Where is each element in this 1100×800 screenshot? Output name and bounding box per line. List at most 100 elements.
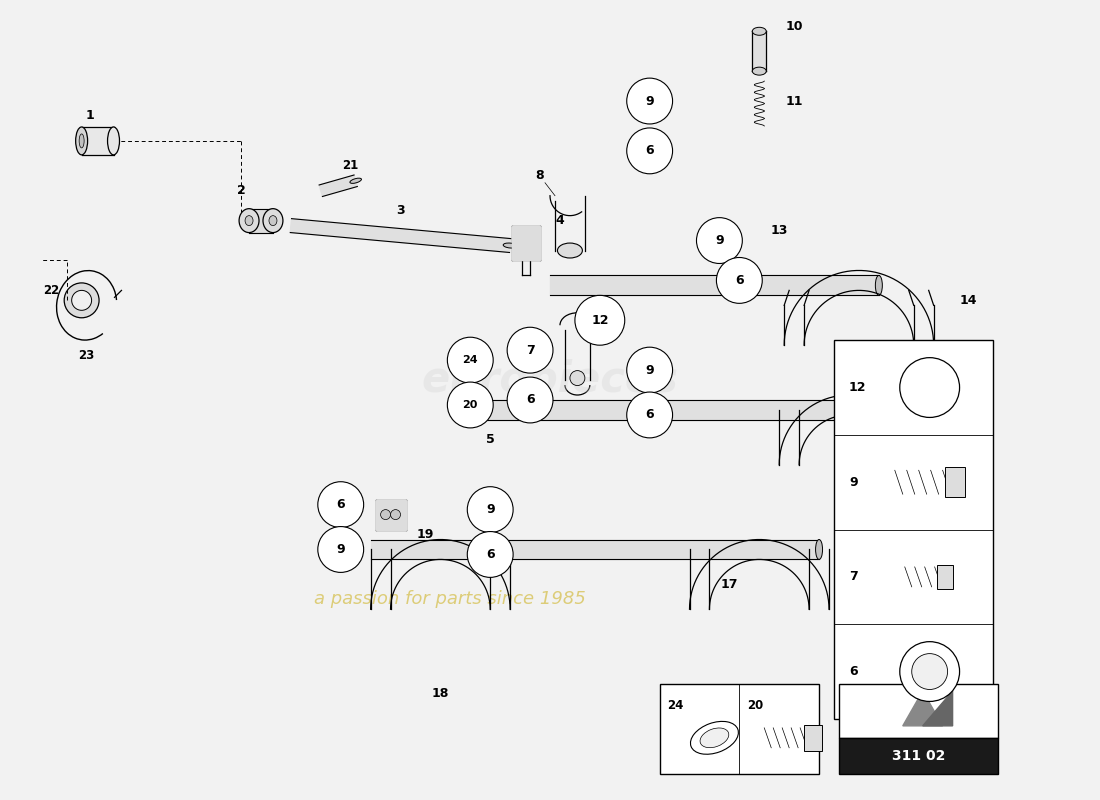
Text: 17: 17 bbox=[720, 578, 738, 591]
Text: europieces: europieces bbox=[421, 359, 679, 401]
Text: 9: 9 bbox=[715, 234, 724, 247]
Polygon shape bbox=[81, 127, 113, 155]
Circle shape bbox=[627, 78, 672, 124]
Ellipse shape bbox=[64, 283, 99, 318]
Text: 9: 9 bbox=[486, 503, 495, 516]
Text: 16: 16 bbox=[711, 687, 728, 701]
Polygon shape bbox=[513, 226, 540, 261]
Circle shape bbox=[448, 382, 493, 428]
Polygon shape bbox=[290, 218, 510, 253]
Polygon shape bbox=[903, 691, 943, 726]
Ellipse shape bbox=[815, 539, 823, 559]
Ellipse shape bbox=[876, 400, 882, 420]
Polygon shape bbox=[375, 500, 406, 530]
Circle shape bbox=[900, 358, 959, 418]
Ellipse shape bbox=[503, 243, 517, 248]
Circle shape bbox=[912, 654, 947, 690]
Text: 9: 9 bbox=[646, 94, 654, 107]
Text: a passion for parts since 1985: a passion for parts since 1985 bbox=[315, 590, 586, 608]
Text: 9: 9 bbox=[337, 543, 345, 556]
Circle shape bbox=[627, 392, 672, 438]
Text: 24: 24 bbox=[462, 355, 478, 365]
Polygon shape bbox=[471, 400, 879, 420]
Bar bbox=[839, 738, 999, 774]
Bar bbox=[834, 340, 993, 719]
Bar bbox=[660, 684, 820, 774]
Text: 20: 20 bbox=[747, 699, 763, 712]
Circle shape bbox=[448, 338, 493, 383]
Text: 21: 21 bbox=[342, 159, 359, 172]
Text: 14: 14 bbox=[960, 294, 977, 307]
Text: 24: 24 bbox=[668, 699, 684, 712]
Text: 9: 9 bbox=[849, 476, 858, 489]
Text: 6: 6 bbox=[646, 144, 654, 158]
Bar bbox=[937, 565, 953, 589]
Ellipse shape bbox=[570, 370, 585, 386]
Text: 15: 15 bbox=[960, 423, 977, 436]
Circle shape bbox=[900, 642, 959, 702]
Ellipse shape bbox=[270, 216, 277, 226]
Circle shape bbox=[716, 258, 762, 303]
Text: 1: 1 bbox=[85, 110, 94, 122]
Bar bbox=[839, 684, 999, 738]
Ellipse shape bbox=[79, 134, 84, 148]
Circle shape bbox=[627, 128, 672, 174]
Text: 9: 9 bbox=[646, 364, 654, 377]
Text: 13: 13 bbox=[770, 224, 788, 237]
Text: 3: 3 bbox=[396, 204, 405, 217]
Circle shape bbox=[468, 486, 513, 533]
Circle shape bbox=[507, 327, 553, 373]
Text: 6: 6 bbox=[337, 498, 345, 511]
Ellipse shape bbox=[239, 209, 258, 233]
Ellipse shape bbox=[876, 275, 882, 295]
Text: 7: 7 bbox=[526, 344, 535, 357]
Ellipse shape bbox=[381, 510, 390, 519]
Text: 23: 23 bbox=[78, 349, 95, 362]
Circle shape bbox=[468, 531, 513, 578]
Text: 19: 19 bbox=[417, 528, 434, 541]
Circle shape bbox=[627, 347, 672, 393]
Bar bbox=[804, 725, 822, 750]
Circle shape bbox=[318, 526, 364, 572]
Text: 12: 12 bbox=[591, 314, 608, 326]
Ellipse shape bbox=[691, 722, 738, 754]
Text: 20: 20 bbox=[463, 400, 478, 410]
Text: 311 02: 311 02 bbox=[892, 749, 945, 762]
Ellipse shape bbox=[76, 127, 88, 155]
Text: 10: 10 bbox=[785, 20, 803, 33]
Text: 6: 6 bbox=[849, 665, 858, 678]
Ellipse shape bbox=[350, 178, 362, 183]
Ellipse shape bbox=[72, 290, 91, 310]
Ellipse shape bbox=[390, 510, 400, 519]
Text: 6: 6 bbox=[646, 409, 654, 422]
Text: 8: 8 bbox=[536, 170, 544, 182]
Text: 12: 12 bbox=[849, 381, 867, 394]
Circle shape bbox=[696, 218, 742, 263]
Ellipse shape bbox=[752, 67, 767, 75]
Text: 5: 5 bbox=[486, 434, 495, 446]
Ellipse shape bbox=[752, 27, 767, 35]
Text: 6: 6 bbox=[486, 548, 495, 561]
Text: 6: 6 bbox=[526, 394, 535, 406]
Polygon shape bbox=[371, 539, 820, 559]
Text: 2: 2 bbox=[236, 184, 245, 198]
Ellipse shape bbox=[108, 127, 120, 155]
Text: 22: 22 bbox=[44, 284, 59, 297]
Polygon shape bbox=[249, 209, 273, 233]
Polygon shape bbox=[550, 275, 879, 295]
Ellipse shape bbox=[263, 209, 283, 233]
Polygon shape bbox=[752, 31, 767, 71]
Text: 11: 11 bbox=[785, 94, 803, 107]
Text: 18: 18 bbox=[431, 687, 449, 701]
Circle shape bbox=[318, 482, 364, 527]
Text: 4: 4 bbox=[556, 214, 564, 227]
Polygon shape bbox=[923, 691, 953, 726]
Ellipse shape bbox=[700, 728, 729, 748]
Circle shape bbox=[575, 295, 625, 345]
Ellipse shape bbox=[245, 216, 253, 226]
Circle shape bbox=[507, 377, 553, 423]
Text: 7: 7 bbox=[849, 570, 858, 583]
Polygon shape bbox=[319, 175, 358, 197]
Ellipse shape bbox=[558, 243, 582, 258]
Bar bbox=[945, 467, 965, 497]
